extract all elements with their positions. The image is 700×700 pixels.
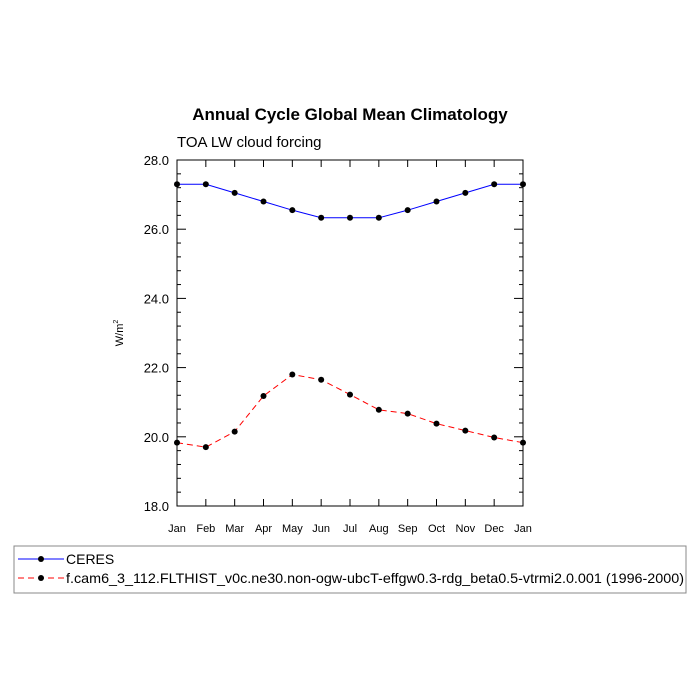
- y-tick-label: 18.0: [144, 499, 169, 514]
- x-tick-label: Jan: [514, 523, 532, 535]
- legend-label-ceres: CERES: [66, 551, 114, 567]
- x-tick-label: Nov: [456, 523, 476, 535]
- x-tick-label: Jan: [168, 523, 186, 535]
- series-1-point: [318, 376, 325, 383]
- x-tick-label: Dec: [484, 523, 504, 535]
- y-tick-label: 26.0: [144, 222, 169, 237]
- series-0-point: [202, 181, 209, 188]
- series-1-point: [491, 434, 498, 441]
- series-1-point: [174, 439, 180, 446]
- series-0-point: [347, 214, 353, 221]
- y-axis-label-superscript: 2: [113, 320, 120, 324]
- series-0-point: [318, 214, 325, 221]
- data-series: [174, 181, 526, 451]
- x-tick-label: Oct: [428, 523, 445, 535]
- y-tick-label: 24.0: [144, 291, 169, 306]
- series-1-point: [347, 391, 353, 398]
- y-axis-label-group: W/m2: [113, 320, 126, 347]
- x-tick-label: Feb: [196, 523, 215, 535]
- series-0-point: [433, 198, 440, 205]
- series-0-point: [520, 181, 526, 188]
- x-tick-label: Jun: [312, 523, 330, 535]
- y-axis-label: W/m: [114, 324, 126, 347]
- series-0-point: [289, 207, 296, 214]
- chart-subtitle: TOA LW cloud forcing: [177, 134, 322, 151]
- legend-label-model: f.cam6_3_112.FLTHIST_v0c.ne30.non-ogw-ub…: [66, 570, 684, 586]
- series-0-point: [462, 189, 469, 196]
- series-line-0: [177, 183, 523, 219]
- svg-text:W/m2: W/m2: [113, 320, 126, 347]
- series-0-point: [404, 207, 411, 214]
- axis-tick-labels: Jan Feb Mar Apr May Jun Jul Aug Sep Oct Nov Dec Jan 1…: [144, 153, 532, 535]
- series-0-point: [260, 198, 267, 205]
- x-tick-label: Mar: [225, 523, 244, 535]
- y-tick-label: 22.0: [144, 361, 169, 376]
- chart-title: Annual Cycle Global Mean Climatology: [192, 105, 508, 124]
- y-tick-label: 28.0: [144, 153, 169, 168]
- series-1-point: [404, 410, 411, 417]
- series-0-point: [491, 181, 498, 188]
- series-1-point: [375, 406, 382, 413]
- series-1-point: [433, 420, 440, 427]
- series-1-point: [520, 439, 526, 446]
- series-0-point: [231, 189, 238, 196]
- series-0-point: [375, 214, 382, 221]
- legend-marker-model: [38, 575, 44, 581]
- series-0-point: [174, 181, 180, 188]
- series-1-point: [231, 428, 238, 435]
- series-1-point: [462, 427, 469, 434]
- x-tick-label: May: [282, 523, 303, 535]
- series-line-1: [176, 373, 524, 448]
- y-tick-label: 20.0: [144, 430, 169, 445]
- plot-frame: [176, 159, 524, 507]
- legend-box: [13, 545, 687, 594]
- legend-marker-ceres: [38, 556, 44, 562]
- series-1-point: [202, 444, 209, 451]
- x-tick-label: Jul: [343, 523, 357, 535]
- legend: CERES f.cam6_3_112.FLTHIST_v0c.ne30.non-…: [13, 545, 687, 594]
- series-1-point: [260, 392, 267, 399]
- axis-ticks: [176, 159, 524, 507]
- x-tick-label: Sep: [398, 523, 418, 535]
- x-tick-label: Aug: [369, 523, 389, 535]
- series-1-point: [289, 371, 296, 378]
- x-tick-label: Apr: [255, 523, 272, 535]
